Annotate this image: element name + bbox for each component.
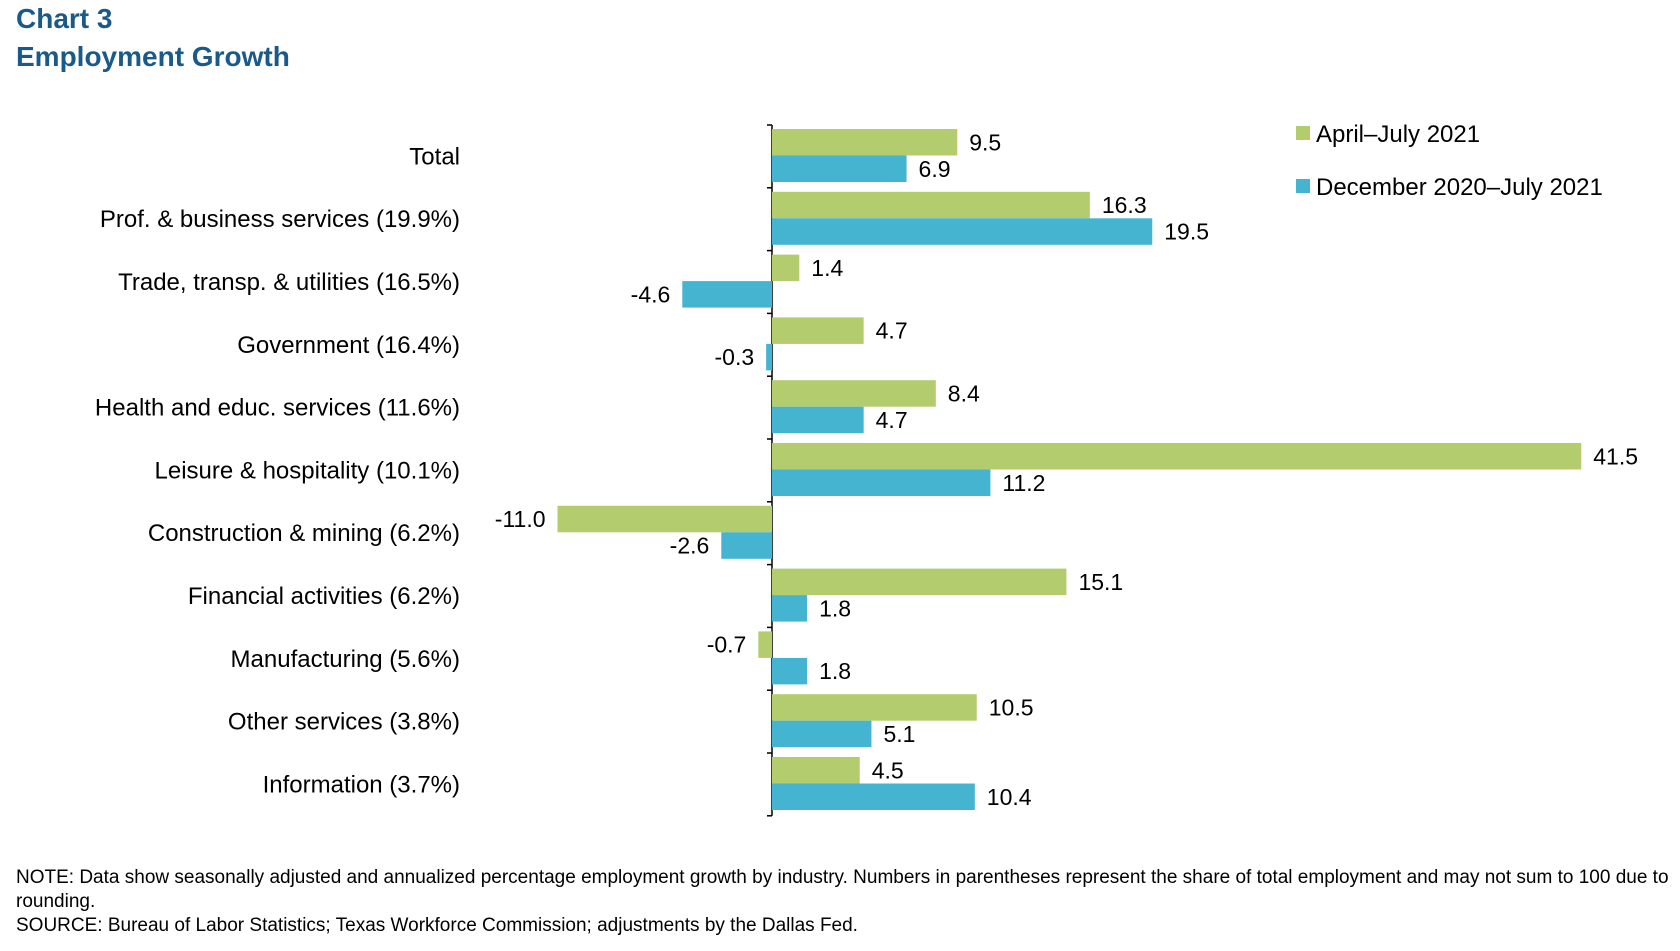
bar-april-july-2021: [772, 757, 860, 784]
data-label: 11.2: [1002, 470, 1045, 496]
data-label: 16.3: [1102, 192, 1147, 218]
bar-april-july-2021: [758, 631, 772, 658]
bar-december-2020-july-2021: [772, 218, 1153, 245]
data-label: 41.5: [1593, 443, 1638, 469]
category-label: Manufacturing (5.6%): [231, 646, 460, 673]
data-label: 8.4: [948, 380, 980, 406]
bar-december-2020-july-2021: [772, 783, 975, 810]
data-label: -0.3: [715, 344, 755, 370]
footnote: NOTE: Data show seasonally adjusted and …: [16, 867, 1669, 912]
bar-april-july-2021: [772, 568, 1067, 596]
category-label: Trade, transp. & utilities (16.5%): [118, 269, 460, 296]
bar-december-2020-july-2021: [772, 595, 808, 622]
category-label: Government (16.4%): [237, 332, 460, 359]
data-label: -11.0: [495, 506, 546, 532]
legend-label: December 2020–July 2021: [1316, 174, 1603, 201]
data-label: 4.7: [876, 407, 908, 433]
source-note: SOURCE: Bureau of Labor Statistics; Texa…: [16, 915, 858, 936]
category-label: Total: [409, 143, 460, 170]
data-label: -2.6: [670, 533, 710, 559]
category-label: Financial activities (6.2%): [188, 583, 460, 610]
data-label: 5.1: [883, 721, 915, 747]
data-label: 9.5: [969, 129, 1001, 155]
data-label: 6.9: [919, 156, 951, 182]
bar-december-2020-july-2021: [766, 343, 772, 371]
category-label: Information (3.7%): [263, 771, 460, 798]
chart-label: Chart 3: [16, 3, 113, 34]
data-label: 4.7: [876, 318, 908, 344]
bar-april-july-2021: [557, 505, 772, 533]
bar-december-2020-july-2021: [682, 281, 772, 308]
data-label: -4.6: [631, 281, 671, 307]
data-label: 15.1: [1078, 569, 1123, 595]
category-label: Construction & mining (6.2%): [148, 520, 460, 547]
data-label: 1.8: [819, 595, 851, 621]
data-label: 10.4: [987, 784, 1032, 810]
bar-april-july-2021: [772, 694, 977, 721]
category-label: Leisure & hospitality (10.1%): [155, 457, 460, 484]
bar-december-2020-july-2021: [772, 155, 907, 182]
category-label: Prof. & business services (19.9%): [100, 206, 460, 233]
bar-april-july-2021: [772, 129, 958, 156]
category-label: Other services (3.8%): [228, 709, 460, 736]
chart-title: Employment Growth: [16, 41, 290, 72]
bar-december-2020-july-2021: [772, 469, 991, 496]
legend-swatch: [1296, 126, 1310, 140]
bar-april-july-2021: [772, 380, 936, 407]
bar-april-july-2021: [772, 191, 1090, 219]
bar-chart: Total 9.5 6.9 Prof. & business services (19…: [95, 121, 1638, 817]
bar-april-july-2021: [772, 443, 1582, 470]
legend-swatch: [1296, 179, 1310, 193]
data-label: 1.8: [819, 658, 851, 684]
bar-april-july-2021: [772, 254, 800, 282]
category-label: Health and educ. services (11.6%): [95, 395, 460, 422]
bar-december-2020-july-2021: [772, 657, 808, 685]
legend-label: April–July 2021: [1316, 121, 1480, 148]
bar-december-2020-july-2021: [772, 720, 872, 748]
bar-december-2020-july-2021: [721, 532, 772, 559]
data-label: 19.5: [1164, 219, 1209, 245]
bar-december-2020-july-2021: [772, 406, 864, 434]
data-label: 10.5: [989, 694, 1034, 720]
data-label: 1.4: [811, 255, 843, 281]
data-label: -0.7: [707, 632, 747, 658]
bar-april-july-2021: [772, 317, 864, 344]
data-label: 4.5: [872, 757, 904, 783]
